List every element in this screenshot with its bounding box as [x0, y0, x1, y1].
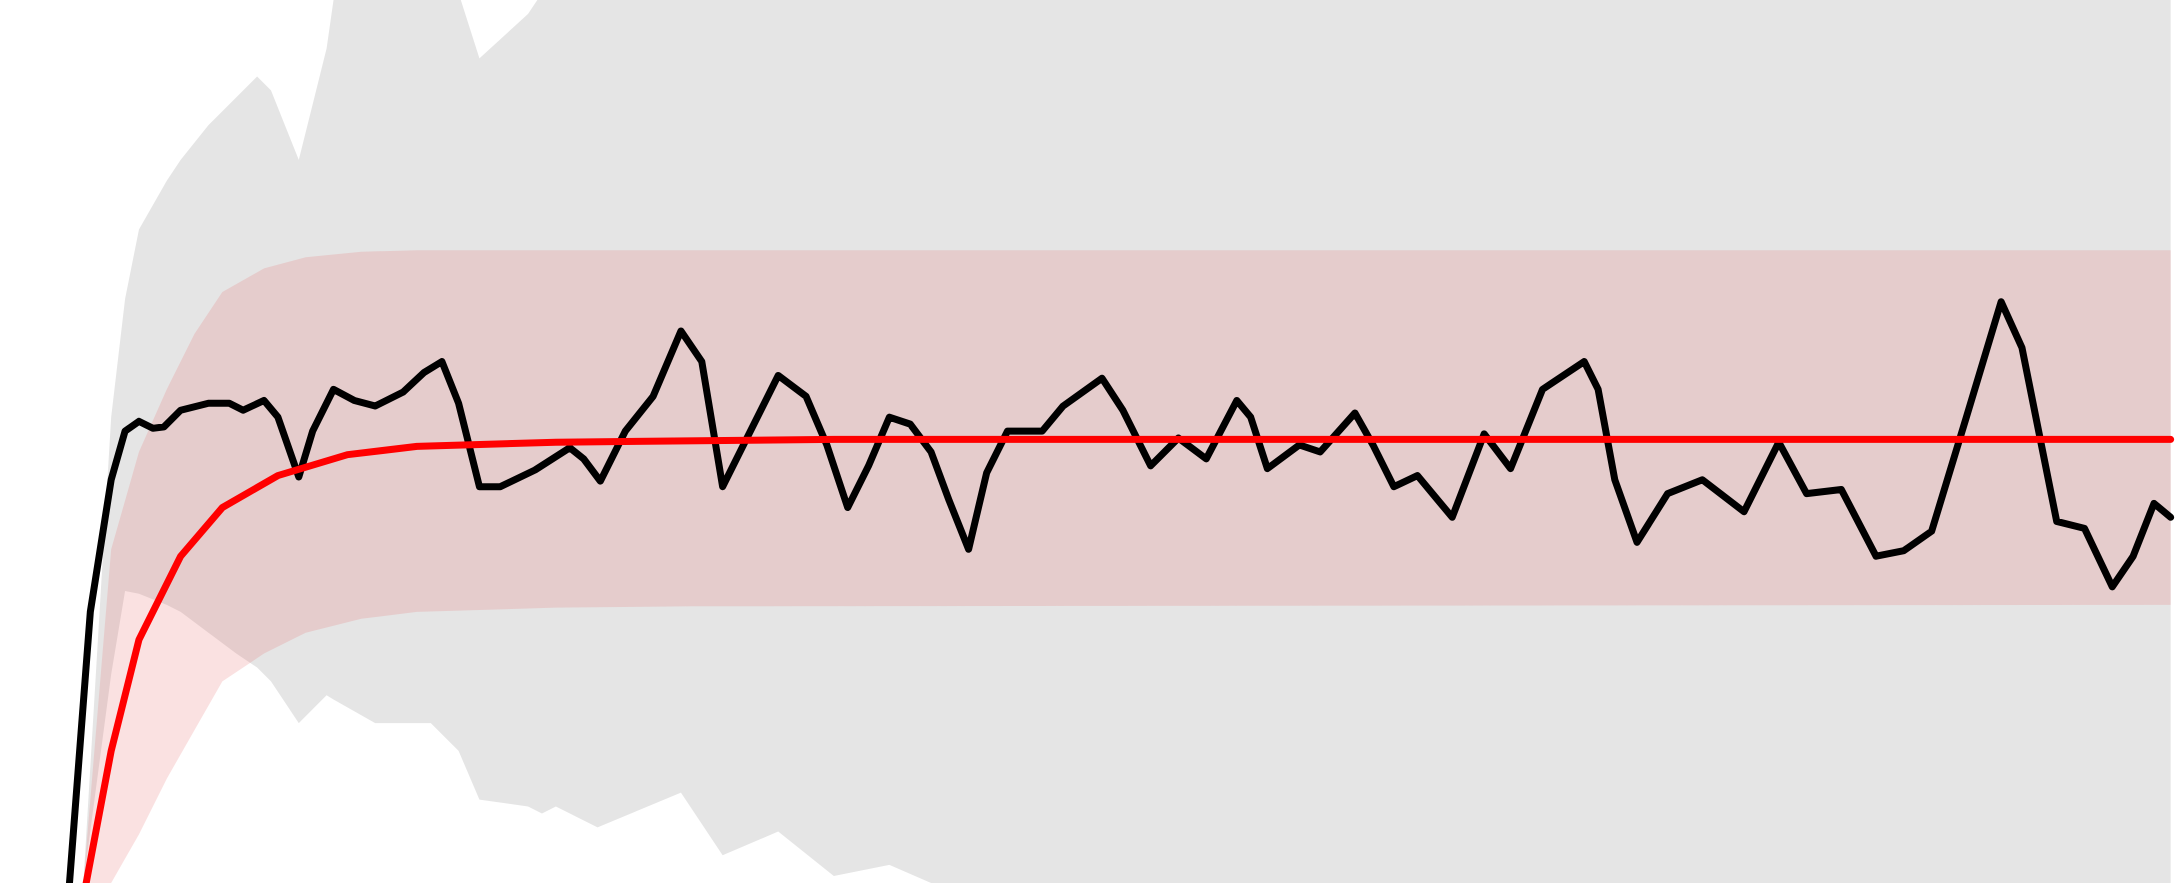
- band: [83, 250, 2171, 883]
- series-line: [82, 435, 2175, 883]
- plot-area: [65, 0, 2175, 883]
- series-line: [65, 298, 2175, 883]
